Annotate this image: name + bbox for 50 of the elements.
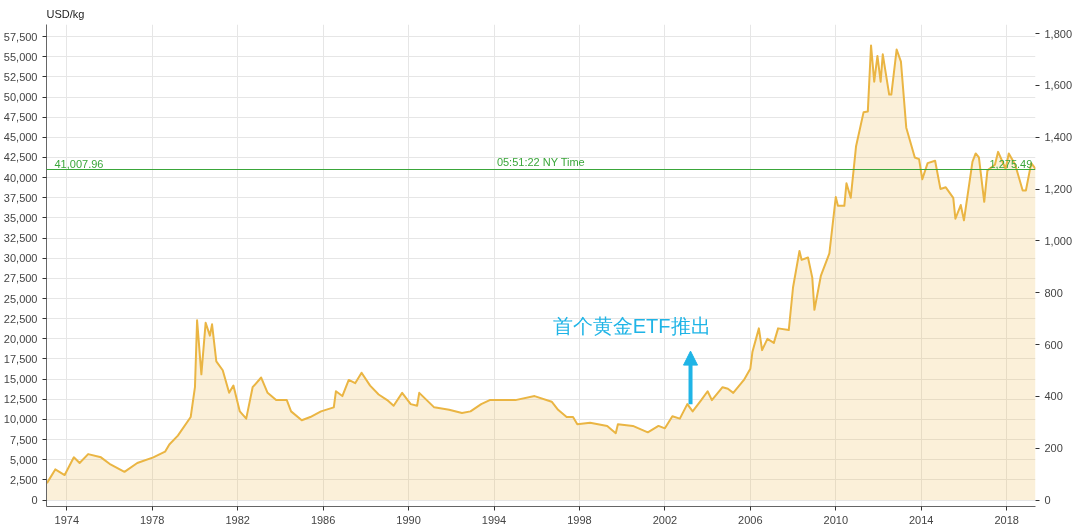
y-tick-label: 12,500 — [3, 393, 38, 406]
y2-tick-label: 800 — [1044, 286, 1063, 299]
y-tick-label: 7,500 — [9, 433, 38, 446]
y2-tick-label: 1,000 — [1044, 234, 1073, 247]
x-tick-label: 1978 — [140, 513, 165, 526]
x-tick-label: 2010 — [823, 513, 849, 526]
y-tick-label: 55,000 — [3, 50, 38, 63]
x-tick-label: 1994 — [481, 513, 507, 526]
y-tick-label: 32,500 — [3, 232, 38, 245]
y-tick-label: 35,000 — [3, 211, 38, 224]
y-tick-label: 42,500 — [3, 151, 38, 164]
y-tick-label: 37,500 — [3, 191, 38, 204]
x-tick-label: 1986 — [310, 513, 336, 526]
y-tick-label: 40,000 — [3, 171, 38, 184]
y-tick-label: 17,500 — [3, 353, 38, 365]
y-tick-label: 5,000 — [9, 453, 38, 466]
y2-tick-label: 1,400 — [1044, 131, 1073, 144]
x-tick-label: 2006 — [738, 513, 763, 526]
x-tick-label: 1990 — [396, 513, 421, 526]
y2-tick-label: 400 — [1044, 390, 1063, 403]
y-tick-label: 52,500 — [3, 70, 38, 83]
x-tick-label: 1982 — [225, 513, 250, 526]
y-tick-label: 30,000 — [3, 252, 38, 265]
y-tick-label: 27,500 — [3, 272, 38, 285]
ref-line-label: 41,007.96 — [54, 157, 104, 170]
y-tick-label: 45,000 — [3, 131, 38, 144]
y2-tick-label: 1,200 — [1044, 183, 1073, 196]
annotation: 首个黄金ETF推出 — [552, 315, 711, 338]
y-tick-label: 0 — [31, 494, 38, 507]
x-tick-label: 1974 — [54, 513, 80, 526]
x-tick-label: 2002 — [652, 513, 678, 526]
y2-tick-label: 200 — [1044, 442, 1063, 455]
y-tick-label: 47,500 — [3, 111, 38, 124]
y-tick-label: 10,000 — [3, 413, 38, 426]
x-tick-label: 1998 — [567, 513, 592, 526]
y-tick-label: 15,000 — [3, 373, 38, 386]
y2-tick-label: 1,600 — [1044, 79, 1073, 92]
y-tick-label: 2,500 — [9, 473, 38, 486]
x-tick-label: 2014 — [908, 513, 934, 526]
y-tick-label: 50,000 — [3, 91, 38, 104]
y-tick-label: 20,000 — [3, 332, 38, 345]
y2-tick-label: 600 — [1044, 338, 1063, 351]
y-tick-label: 57,500 — [3, 30, 38, 43]
y2-tick-label: 0 — [1044, 494, 1051, 507]
y-axis-title: USD/kg — [46, 7, 85, 20]
y-tick-label: 25,000 — [3, 292, 38, 305]
y-tick-label: 22,500 — [3, 312, 38, 325]
y2-tick-label: 1,800 — [1044, 27, 1073, 40]
annotation: 05:51:22 NY Time — [496, 155, 585, 168]
x-tick-label: 2018 — [994, 513, 1019, 526]
